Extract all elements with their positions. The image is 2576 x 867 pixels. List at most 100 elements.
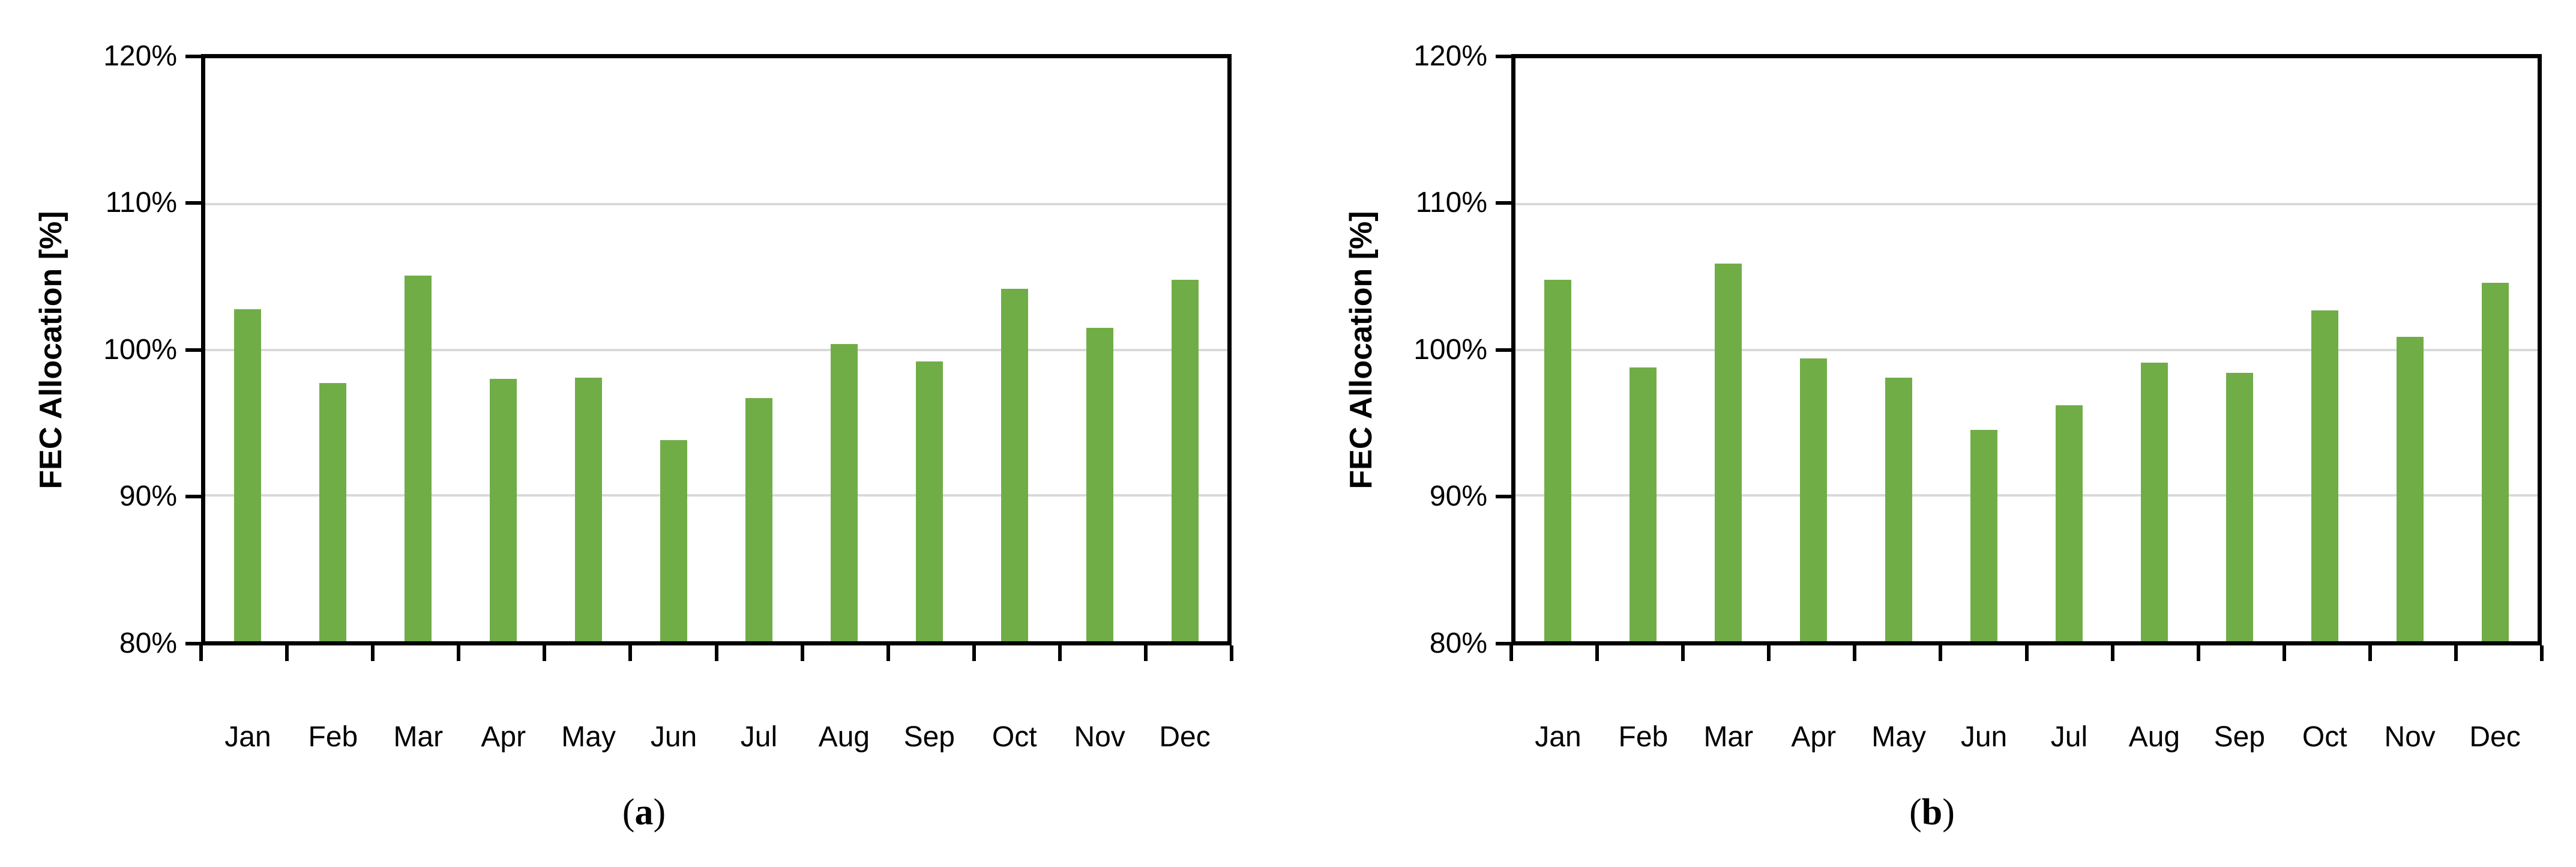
x-tick-label-sep: Sep: [2213, 721, 2265, 753]
x-tick-2: [1681, 645, 1685, 661]
y-tick-90: [1496, 495, 1511, 498]
bar-may: [575, 377, 603, 641]
x-tick-1: [1595, 645, 1599, 661]
x-tick-7: [2110, 645, 2114, 661]
bar-aug: [830, 343, 858, 641]
x-tick-label-may: May: [561, 721, 616, 753]
y-tick-label-100: 100%: [1413, 333, 1487, 366]
x-tick-0: [1509, 645, 1513, 661]
x-tick-label-oct: Oct: [2302, 721, 2347, 753]
plot-area: [201, 54, 1232, 645]
y-tick-80: [1496, 641, 1511, 645]
gridline-100: [1515, 348, 2538, 351]
x-tick-label-jun: Jun: [650, 721, 697, 753]
x-tick-3: [1767, 645, 1771, 661]
y-tick-label-100: 100%: [103, 333, 177, 366]
bar-oct: [2311, 310, 2338, 641]
x-tick-6: [714, 645, 718, 661]
caption-paren-open: (: [622, 792, 635, 833]
x-tick-12: [1230, 645, 1233, 661]
x-tick-9: [2282, 645, 2286, 661]
x-tick-label-jul: Jul: [740, 721, 778, 753]
y-tick-120: [185, 54, 201, 58]
x-tick-label-mar: Mar: [393, 721, 444, 753]
bar-apr: [490, 379, 517, 641]
x-tick-0: [199, 645, 203, 661]
x-tick-label-apr: Apr: [481, 721, 526, 753]
gridline-110: [205, 202, 1227, 205]
y-tick-label-80: 80%: [119, 627, 177, 659]
x-tick-4: [1853, 645, 1857, 661]
x-tick-5: [1939, 645, 1943, 661]
x-tick-label-may: May: [1871, 721, 1926, 753]
x-tick-label-oct: Oct: [992, 721, 1037, 753]
bar-dec: [2481, 282, 2509, 641]
y-tick-110: [185, 201, 201, 205]
x-tick-8: [2196, 645, 2200, 661]
bar-jan: [1544, 279, 1572, 641]
bar-dec: [1171, 279, 1199, 641]
x-tick-label-jun: Jun: [1960, 721, 2008, 753]
x-tick-2: [371, 645, 375, 661]
caption-letter: b: [1921, 792, 1943, 833]
x-tick-12: [2540, 645, 2544, 661]
x-tick-label-sep: Sep: [903, 721, 955, 753]
x-tick-11: [2454, 645, 2458, 661]
bar-aug: [2140, 363, 2168, 641]
y-tick-label-80: 80%: [1429, 627, 1487, 659]
x-tick-label-jan: Jan: [1535, 721, 1581, 753]
x-tick-label-mar: Mar: [1703, 721, 1754, 753]
x-tick-6: [2024, 645, 2029, 661]
gridline-110: [1515, 202, 2538, 205]
caption-paren-close: ): [1942, 792, 1955, 833]
y-tick-80: [185, 641, 201, 645]
bar-feb: [1630, 367, 1657, 641]
x-tick-label-aug: Aug: [2128, 721, 2180, 753]
x-tick-label-nov: Nov: [2384, 721, 2436, 753]
bar-jul: [2055, 405, 2083, 641]
x-tick-label-feb: Feb: [308, 721, 358, 753]
gridline-100: [205, 348, 1227, 351]
caption-letter: a: [634, 792, 654, 833]
gridline-90: [205, 494, 1227, 497]
x-tick-7: [800, 645, 804, 661]
bar-jul: [745, 397, 772, 641]
bar-jun: [1970, 430, 1998, 641]
x-tick-label-dec: Dec: [2469, 721, 2521, 753]
x-tick-label-feb: Feb: [1618, 721, 1669, 753]
bar-oct: [1001, 288, 1028, 641]
bar-sep: [2225, 373, 2253, 641]
x-tick-3: [457, 645, 461, 661]
bar-jun: [660, 440, 688, 641]
x-tick-1: [285, 645, 289, 661]
caption-paren-open: (: [1909, 792, 1922, 833]
y-tick-label-90: 90%: [119, 480, 177, 512]
bar-nov: [1086, 328, 1113, 641]
bar-feb: [319, 383, 347, 641]
bar-chart-a: FEC Allocation [%] 80% 90% 100% 110% 120% Jan F…: [34, 41, 1233, 753]
x-tick-11: [1143, 645, 1148, 661]
x-tick-label-jan: Jan: [224, 721, 271, 753]
y-tick-90: [185, 495, 201, 498]
x-tick-4: [543, 645, 547, 661]
bar-sep: [915, 361, 943, 641]
x-tick-label-aug: Aug: [818, 721, 870, 753]
bar-nov: [2396, 336, 2424, 641]
y-tick-label-90: 90%: [1429, 480, 1487, 512]
x-tick-8: [886, 645, 890, 661]
y-tick-100: [1496, 348, 1511, 352]
gridline-90: [1515, 494, 2538, 497]
caption-paren-close: ): [653, 792, 666, 833]
chart-panel-a: FEC Allocation [%] 80% 90% 100% 110% 120% Jan F…: [34, 41, 1233, 833]
x-tick-label-apr: Apr: [1791, 721, 1837, 753]
bar-mar: [405, 275, 432, 641]
x-tick-label-dec: Dec: [1159, 721, 1211, 753]
x-tick-5: [628, 645, 633, 661]
y-tick-100: [185, 348, 201, 352]
subfigure-caption-b: (b): [1288, 794, 2576, 831]
y-tick-110: [1496, 201, 1511, 205]
bar-jan: [234, 309, 262, 641]
x-tick-10: [1058, 645, 1062, 661]
x-tick-9: [972, 645, 976, 661]
